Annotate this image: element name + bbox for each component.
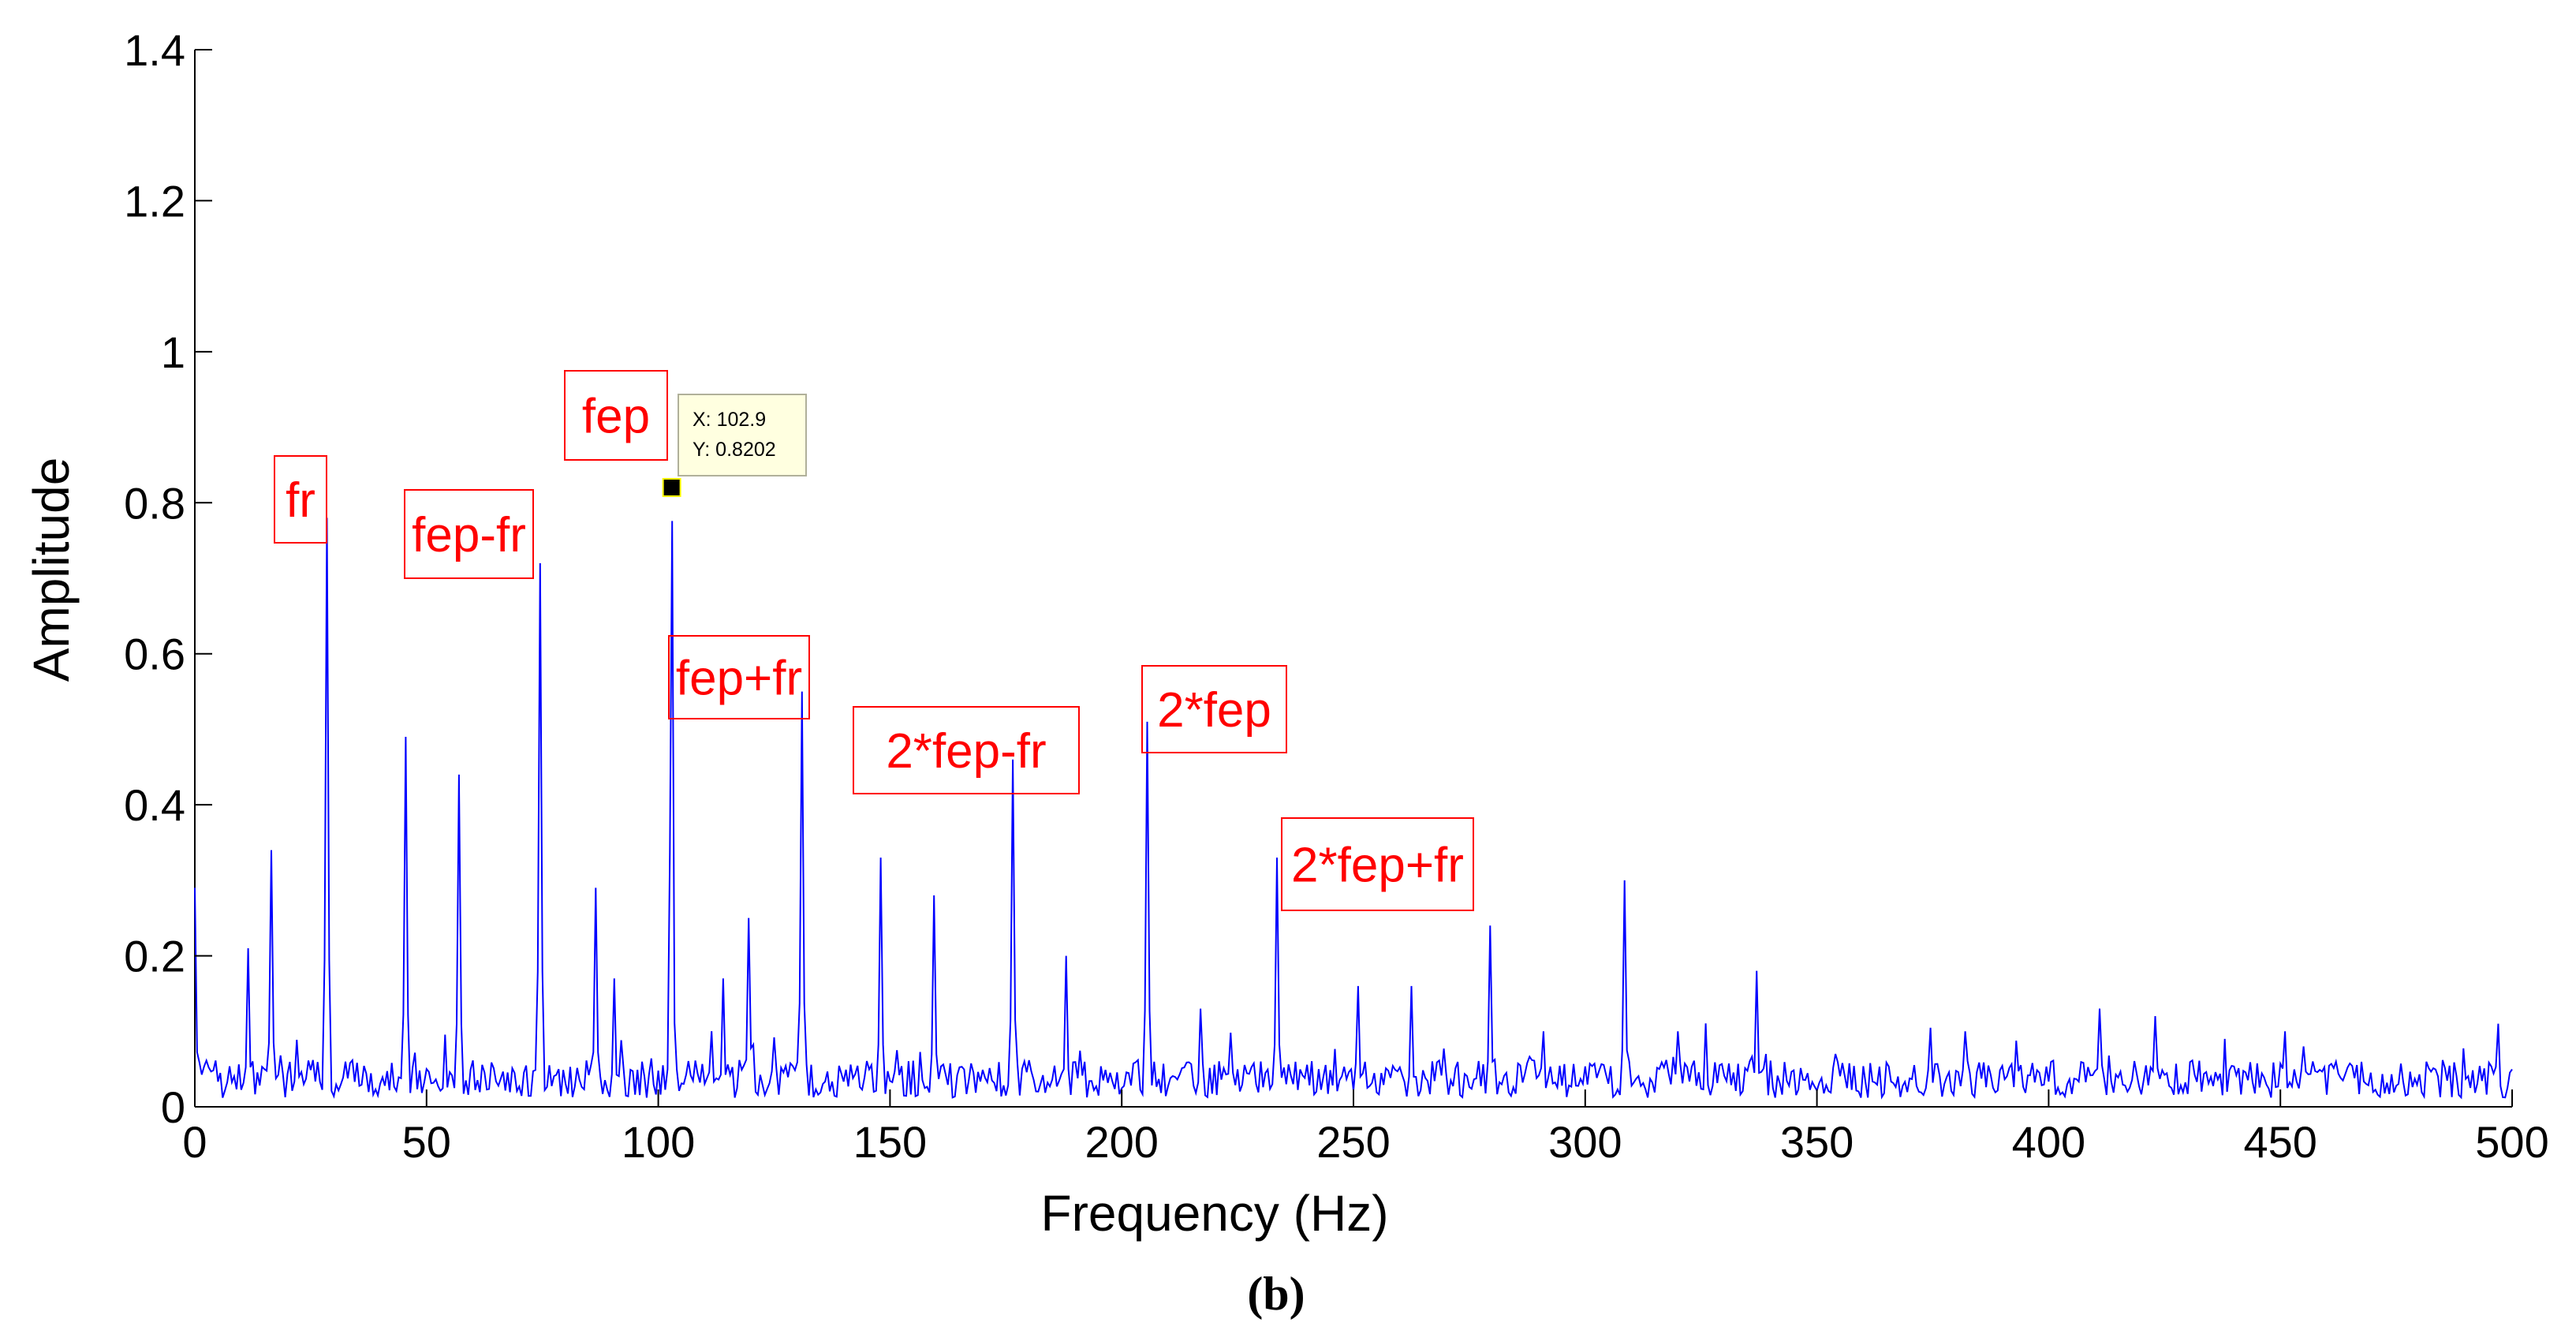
annotations: fr fep fep-fr fep+fr 2*fep-fr 2*fep 2*fep+fr <box>274 370 1474 911</box>
peak-annotation-label: fr <box>286 473 315 528</box>
datatip-x: X: 102.9 <box>693 409 766 431</box>
peak-annotation-box <box>853 706 1080 794</box>
x-tick-label: 100 <box>622 1117 695 1167</box>
datatip-y: Y: 0.8202 <box>693 439 776 461</box>
peak-annotation: fep+fr <box>668 635 810 719</box>
peak-annotation-box <box>564 370 668 461</box>
peak-annotation-box <box>668 635 810 719</box>
y-tick-label: 1.2 <box>124 176 185 226</box>
x-tick-label: 50 <box>402 1117 451 1167</box>
x-tick-label: 300 <box>1548 1117 1622 1167</box>
peak-annotation-box <box>1281 817 1474 911</box>
x-tick-label: 150 <box>853 1117 927 1167</box>
peak-annotation-label: 2*fep+fr <box>1291 839 1464 893</box>
datatip: X: 102.9 Y: 0.8202 <box>662 394 807 497</box>
y-tick-label: 0.4 <box>124 780 185 830</box>
y-tick-label: 0.6 <box>124 630 185 679</box>
peak-annotation: fep <box>564 370 668 461</box>
x-tick-label: 500 <box>2475 1117 2548 1167</box>
x-axis: 0 50 100 150 200 250 300 350 400 450 500 <box>182 1089 2549 1167</box>
y-tick-label: 0.2 <box>124 932 185 981</box>
x-tick-label: 450 <box>2243 1117 2317 1167</box>
x-axis-title: Frequency (Hz) <box>1041 1185 1389 1242</box>
panel-label: (b) <box>1247 1268 1305 1320</box>
peak-annotation-label: fep+fr <box>676 652 802 706</box>
x-tick-label: 350 <box>1780 1117 1854 1167</box>
x-tick-label: 200 <box>1085 1117 1158 1167</box>
peak-annotation: 2*fep-fr <box>853 706 1080 794</box>
datatip-box <box>678 394 807 476</box>
peak-annotation-box <box>404 489 534 579</box>
peak-annotation-box <box>1141 665 1287 753</box>
peak-annotation-label: 2*fep-fr <box>886 724 1046 779</box>
y-tick-label: 0.8 <box>124 478 185 528</box>
peak-annotation: fr <box>274 455 327 544</box>
peak-annotation: fep-fr <box>404 489 534 579</box>
y-tick-label: 0 <box>161 1082 185 1132</box>
datatip-marker <box>662 477 681 497</box>
peak-annotation: 2*fep <box>1141 665 1287 753</box>
x-tick-label: 250 <box>1316 1117 1390 1167</box>
y-axis-title: Amplitude <box>23 458 80 682</box>
peak-annotation-label: fep-fr <box>412 508 526 562</box>
y-tick-label: 1 <box>161 327 185 377</box>
x-tick-label: 400 <box>2012 1117 2085 1167</box>
peak-annotation-label: 2*fep <box>1157 683 1271 738</box>
peak-annotation-label: fep <box>582 390 650 444</box>
x-tick-label: 0 <box>182 1117 207 1167</box>
y-tick-label: 1.4 <box>124 25 185 75</box>
peak-annotation-box <box>274 455 327 544</box>
y-axis: 0 0.2 0.4 0.6 0.8 1 1.2 1.4 <box>124 25 212 1132</box>
peak-annotation: 2*fep+fr <box>1281 817 1474 911</box>
